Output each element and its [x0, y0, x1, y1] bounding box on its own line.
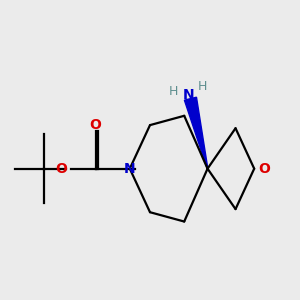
Text: O: O [90, 118, 101, 132]
Text: H: H [169, 85, 178, 98]
Text: O: O [56, 162, 68, 176]
Text: N: N [124, 162, 136, 176]
Text: O: O [258, 162, 270, 176]
Polygon shape [184, 97, 208, 169]
Text: N: N [183, 88, 195, 102]
Text: H: H [198, 80, 207, 93]
